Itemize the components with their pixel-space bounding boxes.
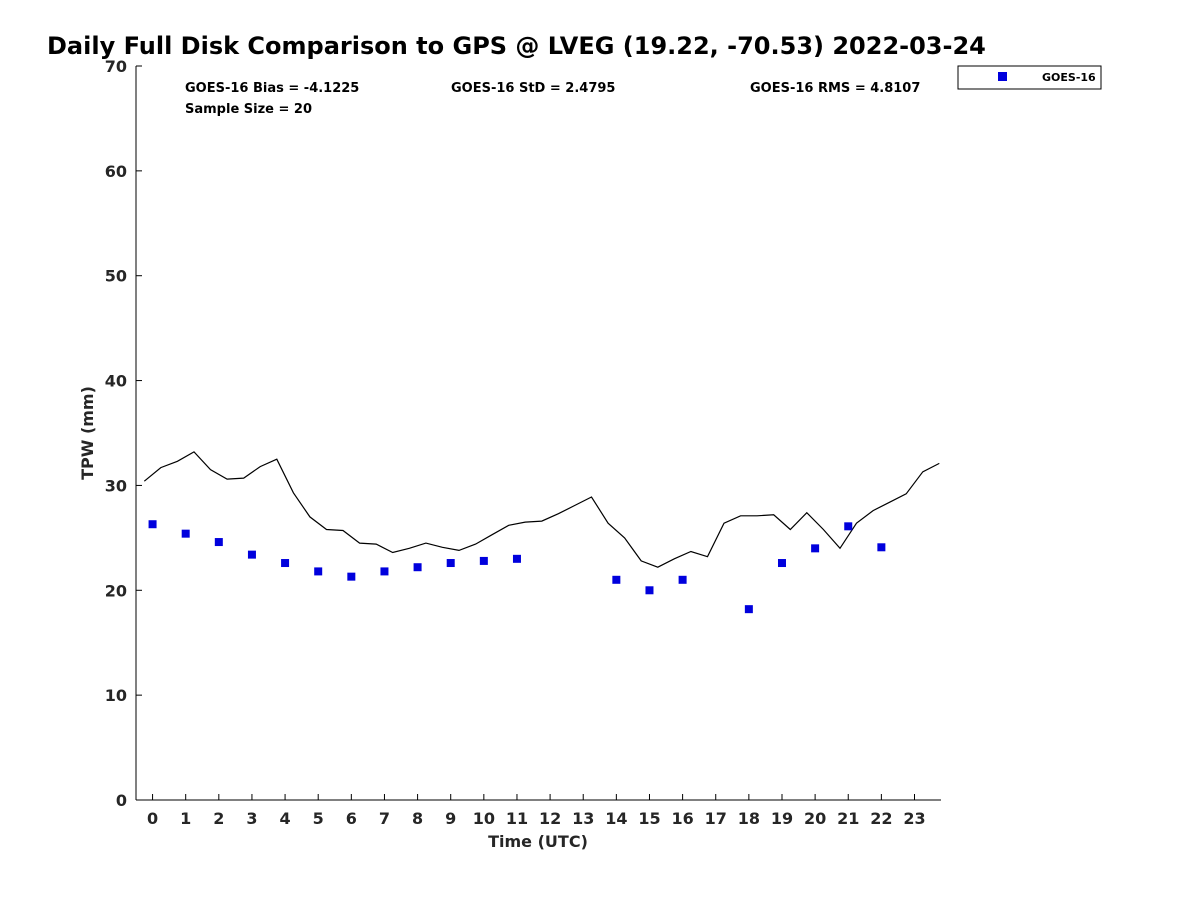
x-tick-label: 18 <box>738 809 760 828</box>
goes16-point <box>380 567 389 576</box>
goes16-scatter-series <box>148 520 886 614</box>
legend-label-goes16: GOES-16 <box>1042 71 1096 84</box>
goes16-point <box>314 567 323 576</box>
y-tick-label: 30 <box>105 476 127 495</box>
y-axis-label: TPW (mm) <box>78 386 97 480</box>
x-tick-label: 16 <box>671 809 693 828</box>
x-tick-label: 5 <box>313 809 324 828</box>
stat-bias: GOES-16 Bias = -4.1225 <box>185 81 359 96</box>
goes16-point <box>645 586 654 595</box>
goes16-point <box>413 563 422 572</box>
goes16-point <box>214 538 223 547</box>
goes16-point <box>678 575 687 584</box>
x-tick-label: 4 <box>280 809 291 828</box>
x-tick-label: 11 <box>506 809 528 828</box>
stat-rms: GOES-16 RMS = 4.8107 <box>750 81 920 96</box>
goes16-point <box>744 605 753 614</box>
x-tick-label: 23 <box>903 809 925 828</box>
x-tick-label: 15 <box>638 809 660 828</box>
y-tick-label: 60 <box>105 162 127 181</box>
legend-marker-goes16 <box>998 72 1007 81</box>
goes16-point <box>777 559 786 568</box>
goes16-point <box>612 575 621 584</box>
y-tick-label: 70 <box>105 57 127 76</box>
y-tick-label: 40 <box>105 372 127 391</box>
x-tick-label: 17 <box>705 809 727 828</box>
x-tick-label: 1 <box>180 809 191 828</box>
goes16-point <box>512 554 521 563</box>
goes16-point <box>347 572 356 581</box>
x-tick-label: 6 <box>346 809 357 828</box>
goes16-point <box>844 522 853 531</box>
x-tick-label: 20 <box>804 809 826 828</box>
x-tick-label: 19 <box>771 809 793 828</box>
gps-line-series <box>143 451 940 568</box>
x-tick-label: 10 <box>473 809 495 828</box>
x-tick-label: 12 <box>539 809 561 828</box>
y-tick-label: 50 <box>105 267 127 286</box>
x-tick-label: 2 <box>213 809 224 828</box>
x-tick-label: 21 <box>837 809 859 828</box>
x-tick-label: 3 <box>246 809 257 828</box>
goes16-point <box>148 520 157 529</box>
x-tick-label: 8 <box>412 809 423 828</box>
stat-sample-size: Sample Size = 20 <box>185 102 312 117</box>
x-axis-label: Time (UTC) <box>488 832 588 851</box>
legend-box <box>957 65 1102 90</box>
goes16-point <box>877 543 886 552</box>
y-tick-label: 10 <box>105 686 127 705</box>
x-tick-label: 22 <box>870 809 892 828</box>
x-tick-label: 13 <box>572 809 594 828</box>
goes16-point <box>281 559 290 568</box>
goes16-point <box>446 559 455 568</box>
goes16-point <box>181 529 190 538</box>
x-axis-ticks: 0 1 2 3 4 5 6 7 8 9 10 11 12 13 14 15 16 17 18 19 20 21 22 23 <box>147 794 926 828</box>
goes16-point <box>811 544 820 553</box>
legend: GOES-16 <box>957 65 1102 90</box>
goes16-point <box>247 550 256 559</box>
x-tick-label: 0 <box>147 809 158 828</box>
y-axis-ticks: 0 10 20 30 40 50 60 70 <box>105 57 142 810</box>
x-tick-label: 7 <box>379 809 390 828</box>
y-tick-label: 0 <box>116 791 127 810</box>
x-tick-label: 9 <box>445 809 456 828</box>
y-tick-label: 20 <box>105 581 127 600</box>
gps-line <box>143 451 940 568</box>
chart-title: Daily Full Disk Comparison to GPS @ LVEG… <box>47 32 986 60</box>
stat-std: GOES-16 StD = 2.4795 <box>451 81 615 96</box>
goes16-point <box>479 556 488 565</box>
x-tick-label: 14 <box>605 809 627 828</box>
